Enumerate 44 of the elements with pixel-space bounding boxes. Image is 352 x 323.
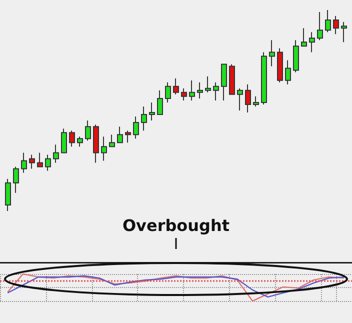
candlestick (77, 136, 83, 148)
candlestick (109, 134, 115, 148)
text: Overbought (121, 216, 231, 235)
candlestick (117, 126, 123, 144)
candlestick (325, 10, 331, 33)
candlestick (173, 78, 179, 95)
candlestick (277, 48, 283, 83)
candlestick (221, 64, 227, 101)
candlestick (5, 178, 11, 212)
candlestick (21, 152, 27, 174)
candlestick (101, 136, 107, 162)
candlestick (61, 128, 67, 154)
candlestick (53, 144, 59, 164)
candlestick (317, 12, 323, 41)
candlestick (293, 40, 299, 73)
candlestick (85, 120, 91, 142)
candlestick (269, 40, 275, 67)
candlestick (333, 16, 339, 35)
candlestick (93, 124, 99, 164)
candlestick (261, 52, 267, 105)
candlestick (237, 88, 243, 111)
candlestick (301, 28, 307, 47)
candlestick (45, 154, 51, 172)
candlestick (189, 80, 195, 101)
candlestick (253, 96, 259, 107)
candlestick (285, 60, 291, 85)
candlestick (165, 82, 171, 103)
candlestick (29, 154, 35, 170)
candlestick (157, 90, 163, 116)
candlestick (205, 76, 211, 93)
candlestick (341, 22, 347, 43)
candlestick (69, 130, 75, 148)
candlestick (229, 64, 235, 95)
candlestick (141, 106, 147, 132)
candlestick (149, 102, 155, 122)
candlestick (125, 130, 131, 144)
candlestick (213, 82, 219, 101)
candlestick (133, 116, 139, 140)
candlestick (245, 84, 251, 114)
candlestick (197, 82, 203, 99)
candlestick (13, 166, 19, 194)
candlestick (181, 88, 187, 101)
candlestick (37, 152, 43, 168)
candlestick (309, 32, 315, 53)
